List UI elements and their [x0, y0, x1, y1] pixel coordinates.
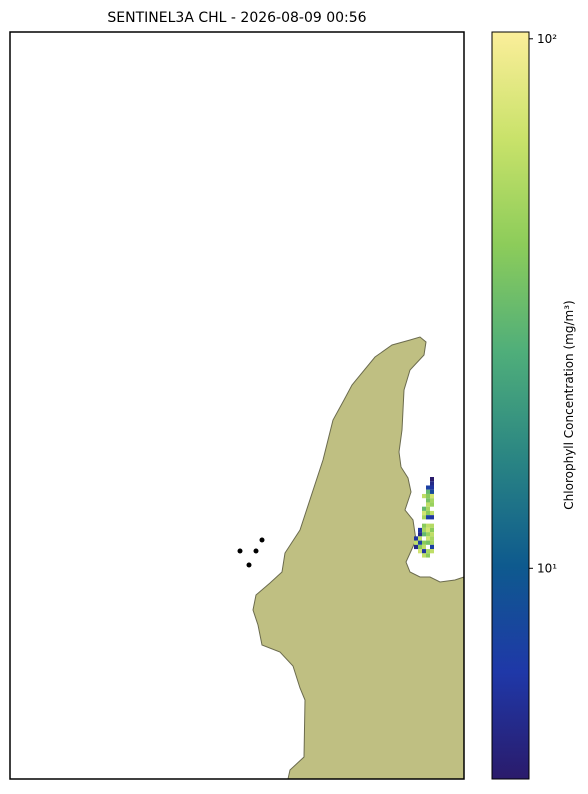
chart-title: SENTINEL3A CHL - 2026-08-09 00:56	[107, 10, 366, 26]
chl-pixel	[414, 544, 418, 550]
chl-pixel	[430, 536, 434, 541]
chl-pixel	[430, 540, 434, 545]
chl-pixel	[426, 502, 430, 507]
chl-pixel	[430, 502, 434, 507]
chl-pixel	[418, 540, 422, 545]
chl-pixel	[422, 506, 426, 511]
marker	[246, 562, 252, 568]
chl-pixel	[422, 527, 426, 533]
chl-pixels	[414, 477, 434, 558]
chl-pixel	[430, 485, 434, 490]
map-frame	[9, 31, 465, 780]
chl-pixel	[426, 506, 430, 511]
chl-pixel	[418, 532, 422, 537]
chl-pixel	[422, 544, 426, 550]
chl-pixel	[422, 493, 426, 499]
chl-pixel	[422, 515, 426, 520]
chl-pixel	[426, 523, 430, 528]
chl-pixel	[426, 498, 430, 503]
chl-pixel	[426, 515, 430, 520]
chl-pixel	[426, 493, 430, 499]
chl-pixel	[430, 549, 434, 554]
chl-pixel	[426, 485, 430, 490]
chl-pixel	[430, 510, 434, 516]
chl-pixel	[418, 549, 422, 554]
chl-pixel	[422, 540, 426, 545]
colorbar-label: Chlorophyll Concentration (mg/m³)	[562, 300, 576, 509]
chl-pixel	[422, 549, 426, 554]
chl-pixel	[418, 544, 422, 550]
chl-pixel	[418, 536, 422, 541]
colorbar	[491, 31, 530, 780]
chl-pixel	[426, 540, 430, 545]
chl-pixel	[430, 523, 434, 528]
station-markers	[237, 537, 265, 568]
chl-pixel	[430, 515, 434, 520]
chl-pixel	[426, 549, 430, 554]
chl-pixel	[430, 498, 434, 503]
marker	[259, 537, 265, 543]
colorbar-tick-label: 10¹	[537, 561, 557, 575]
chl-pixel	[426, 527, 430, 533]
chl-pixel	[430, 493, 434, 499]
chl-pixel	[414, 540, 418, 545]
chl-pixel	[430, 544, 434, 550]
chl-pixel	[418, 527, 422, 533]
chl-pixel	[426, 553, 430, 558]
chl-pixel	[430, 489, 434, 494]
colorbar-tick-label: 10²	[537, 32, 557, 46]
marker	[237, 548, 243, 554]
chl-pixel	[426, 532, 430, 537]
chl-pixel	[414, 536, 418, 541]
chl-pixel	[426, 536, 430, 541]
land	[252, 336, 465, 780]
chl-pixel	[422, 532, 426, 537]
chl-pixel	[430, 477, 434, 482]
chl-pixel	[430, 481, 434, 486]
chl-pixel	[422, 510, 426, 516]
chl-pixel	[430, 527, 434, 533]
chl-pixel	[426, 510, 430, 516]
chl-pixel	[426, 489, 430, 494]
marker	[253, 548, 259, 554]
chl-pixel	[430, 532, 434, 537]
chl-pixel	[422, 553, 426, 558]
chl-pixel	[422, 523, 426, 528]
